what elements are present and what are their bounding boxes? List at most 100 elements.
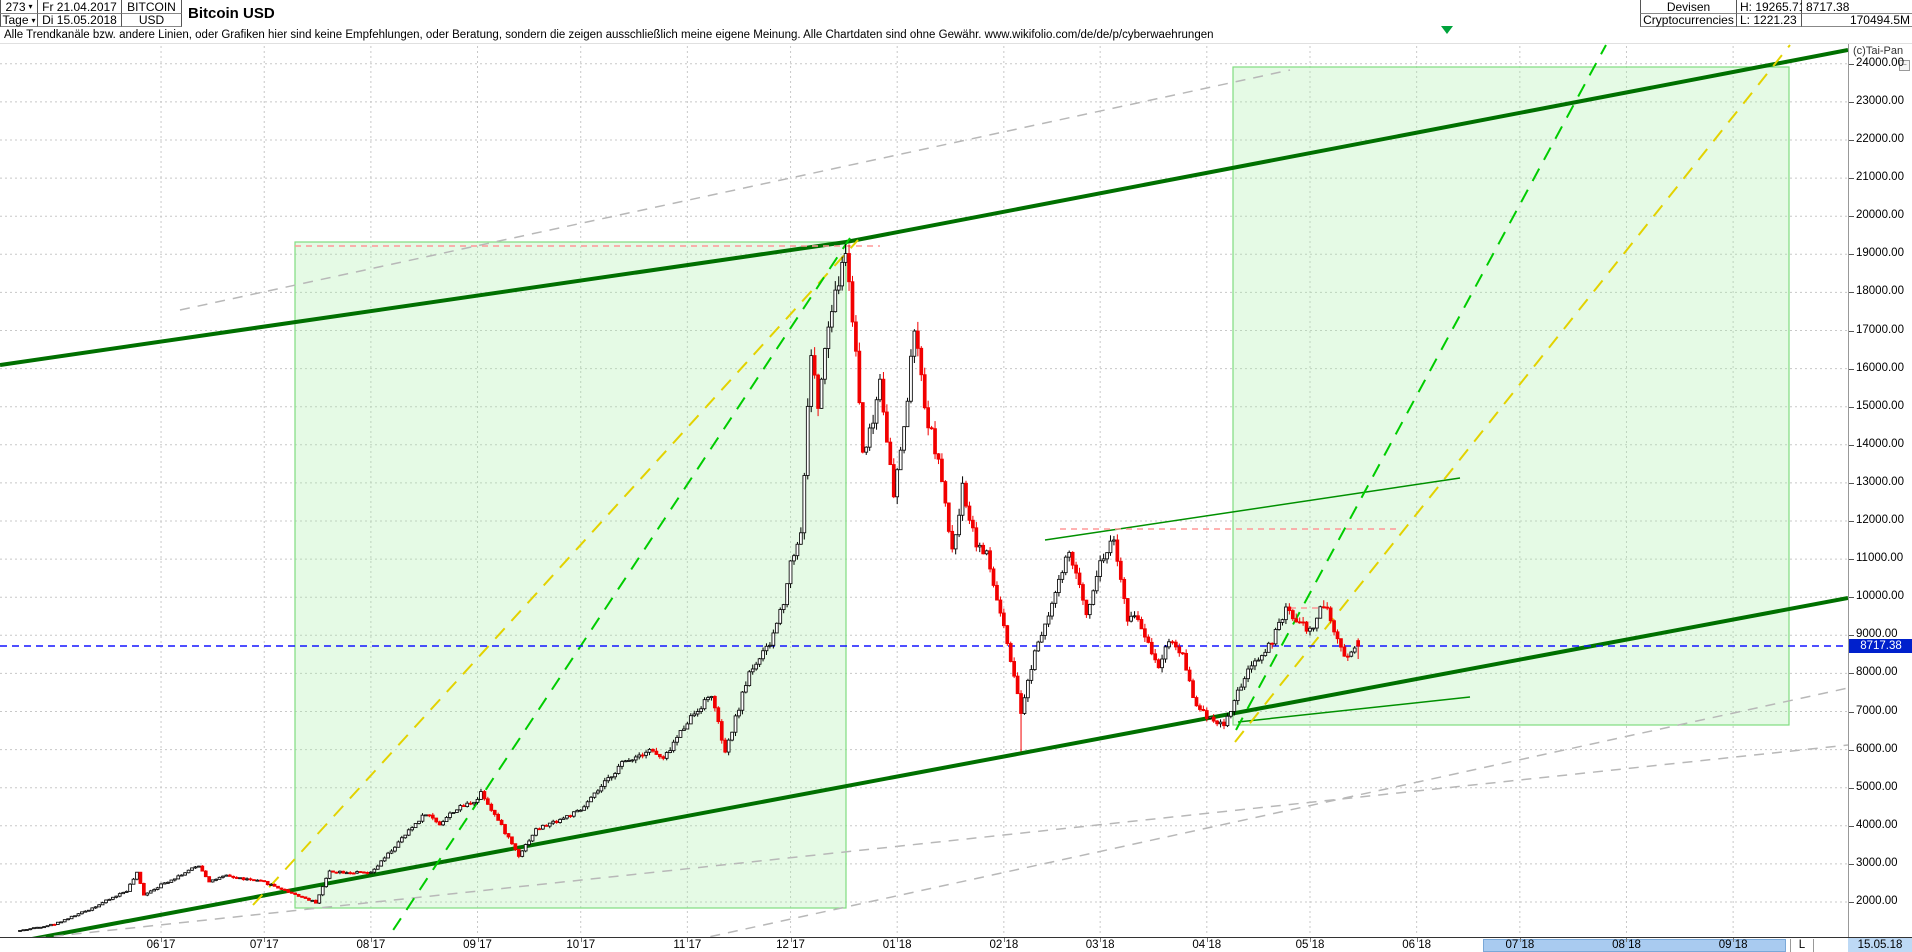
candle-body — [743, 685, 748, 693]
candle-body — [441, 821, 445, 826]
price-tick — [1849, 101, 1854, 103]
candle-body — [269, 883, 273, 886]
period-low: L: 1221.23 — [1737, 13, 1802, 27]
period-dropdown[interactable]: Tage ▾ — [0, 13, 38, 27]
candle-body — [1122, 578, 1127, 599]
candle-body — [1108, 540, 1113, 554]
candle-body — [465, 802, 470, 807]
candle-body — [878, 378, 882, 401]
candle-body — [472, 801, 476, 805]
minor-resistance-line — [1044, 477, 1461, 541]
candle-body — [1063, 556, 1068, 574]
candle-body — [227, 874, 232, 877]
candle-body — [977, 544, 982, 548]
candle-body — [451, 812, 456, 814]
candle-body — [413, 823, 418, 829]
candle-body — [833, 289, 838, 313]
candle-body — [661, 756, 666, 759]
candle-body — [331, 870, 335, 873]
collapse-icon[interactable]: − — [1899, 60, 1910, 71]
candle-body — [1139, 619, 1144, 630]
volume-value: 170494.5M — [1849, 13, 1910, 27]
candle-body — [52, 923, 57, 926]
candle-body — [651, 748, 655, 752]
candle-body — [1229, 710, 1233, 717]
candle-body — [998, 599, 1003, 614]
candle-body — [1328, 607, 1333, 622]
minor-support-line — [1237, 696, 1471, 723]
candle-body — [905, 400, 910, 428]
time-axis-label: 05 18 — [1295, 939, 1325, 951]
candle-body — [733, 715, 738, 733]
price-tick — [1849, 140, 1854, 141]
candle-body — [262, 880, 267, 883]
candle-body — [499, 819, 504, 825]
candle-body — [265, 880, 270, 886]
candle-body — [1225, 715, 1230, 727]
candle-body — [823, 348, 827, 380]
bars-count-dropdown[interactable]: 273 ▾ — [0, 0, 38, 14]
candle-body — [723, 739, 728, 753]
candle-body — [76, 913, 81, 917]
candle-body — [1349, 651, 1354, 657]
candle-body — [675, 736, 679, 743]
volume-cell: 170494.5M — [1802, 13, 1912, 27]
candle-body — [657, 753, 662, 758]
gray-channel-lower — [0, 744, 1849, 943]
price-axis-label: 17000.00 — [1856, 323, 1904, 336]
candle-body — [946, 502, 951, 532]
candle-body — [788, 560, 793, 585]
time-axis-label: 03 18 — [1085, 939, 1115, 951]
candle-body — [155, 887, 160, 890]
candle-body — [730, 731, 734, 741]
candle-body — [176, 875, 181, 880]
date-from-field[interactable]: Fr 21.04.2017 — [38, 0, 122, 14]
price-tick — [1849, 292, 1854, 294]
candle-body — [1053, 592, 1058, 604]
chart-plot-area[interactable] — [0, 44, 1849, 952]
price-tick — [1849, 787, 1854, 789]
candle-body — [1345, 655, 1350, 658]
candle-body — [737, 709, 741, 717]
candle-body — [28, 928, 33, 931]
price-tick — [1849, 635, 1854, 637]
chevron-down-icon: ▾ — [31, 15, 36, 25]
time-axis[interactable]: L 06 17 07 17 08 17 09 17 10 17 11 17 12 17 01 … — [0, 937, 1848, 952]
price-axis-label: 19000.00 — [1856, 247, 1904, 260]
candle-body — [1256, 659, 1261, 662]
market-category: Devisen — [1640, 0, 1737, 14]
candle-body — [410, 827, 415, 831]
candle-body — [324, 877, 329, 888]
market-line1: Devisen — [1666, 0, 1711, 14]
candle-body — [138, 871, 143, 884]
candle-body — [785, 583, 789, 606]
candle-body — [699, 708, 703, 712]
candle-body — [1170, 641, 1175, 644]
candle-body — [1321, 606, 1326, 609]
candle-body — [915, 330, 920, 349]
candle-body — [31, 927, 36, 930]
price-axis[interactable]: (c)Tai-Pan − 8717.38 2000.00 3000.00 4000.… — [1848, 44, 1912, 937]
candle-body — [399, 837, 404, 843]
price-tick — [1849, 749, 1854, 751]
candle-body — [1070, 551, 1075, 566]
candle-body — [871, 422, 875, 429]
candlestick-chart[interactable] — [0, 44, 1849, 952]
time-axis-label: 01 18 — [882, 939, 912, 951]
candle-body — [83, 910, 88, 913]
candle-body — [1318, 606, 1323, 619]
candle-body — [857, 350, 862, 404]
price-tick — [1849, 444, 1854, 446]
candle-body — [1208, 716, 1213, 719]
date-from-value: Fr 21.04.2017 — [42, 0, 117, 14]
candle-body — [1304, 621, 1309, 632]
candle-body — [59, 921, 64, 924]
candle-body — [1222, 721, 1226, 727]
date-to-field[interactable]: Di 15.05.2018 — [38, 13, 122, 27]
candle-body — [372, 868, 377, 873]
price-tick — [1849, 521, 1854, 522]
candle-body — [1012, 661, 1017, 677]
market-line2: Cryptocurrencies — [1643, 13, 1734, 27]
candle-body — [1184, 652, 1189, 671]
time-axis-label: 11 17 — [673, 939, 702, 951]
